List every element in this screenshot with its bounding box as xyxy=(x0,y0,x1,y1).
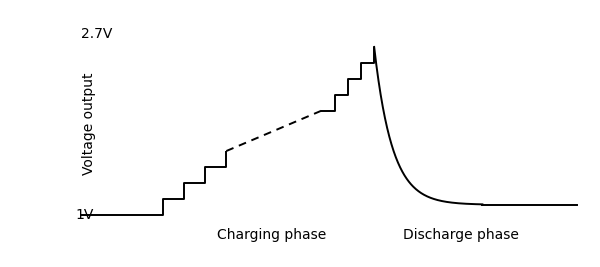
Text: 1V: 1V xyxy=(76,208,94,222)
Text: Charging phase: Charging phase xyxy=(217,228,326,242)
Text: Voltage output: Voltage output xyxy=(82,73,96,175)
Text: 2.7V: 2.7V xyxy=(81,27,112,41)
Text: Discharge phase: Discharge phase xyxy=(403,228,519,242)
